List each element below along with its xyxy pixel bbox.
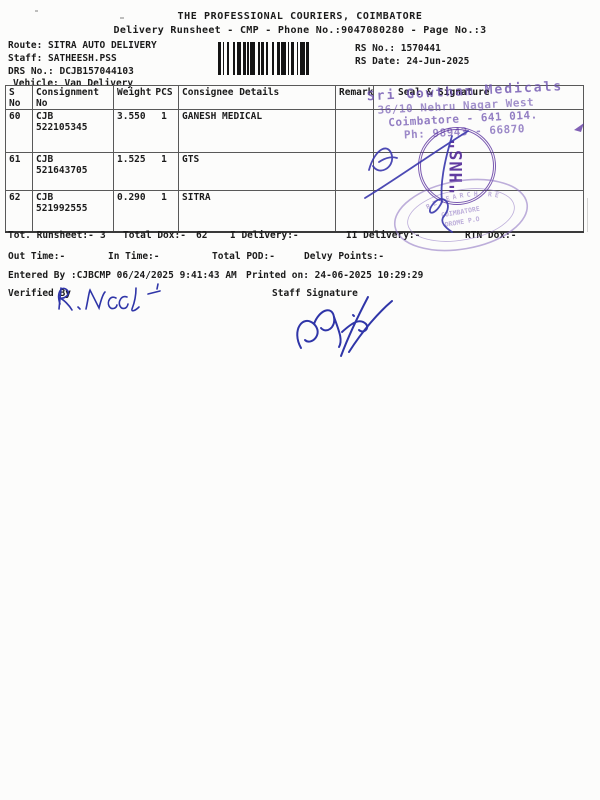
vehicle-line: Vehicle: Van Delivery [13,78,134,89]
cell-weight-pcs: 0.290 1 [113,190,179,233]
col-header-weight: Weight [117,87,152,98]
company-title: THE PROFESSIONAL COURIERS, COIMBATORE [177,11,423,22]
table-row: 62 CJB 521992555 0.290 1 SITRA [5,190,584,233]
ii-delivery-label: II Delivery:- [346,230,421,241]
cell-seal-signature [373,152,584,191]
cell-weight-pcs: 3.550 1 [113,109,179,153]
scan-speck [35,10,38,12]
cell-remarks [335,152,374,191]
entered-by-line: Entered By :CJBCMP 06/24/2025 9:41:43 AM [8,270,237,281]
cell-sno: 61 [5,152,33,191]
cell-sno: 62 [5,190,33,233]
cell-pcs: 1 [161,154,167,165]
col-header-remarks: Remarks [335,85,374,110]
scan-edge-tick [587,198,588,232]
rs-no-line: RS No.: 1570441 [355,43,441,54]
col-header-weight-pcs: Weight PCS [113,85,179,110]
cell-weight: 3.550 [117,111,146,122]
staff-signature-label: Staff Signature [272,288,358,299]
cell-seal-signature [373,190,584,233]
col-header-seal: Seal & Signature [373,85,584,110]
table-row: 61 CJB 521643705 1.525 1 GTS [5,152,584,191]
tot-runsheet-label: Tot. Runsheet:- [8,230,94,241]
cell-consignee: GANESH MEDICAL [178,109,336,153]
in-time-label: In Time:- [108,251,160,262]
table-header-row: S No Consignment No Weight PCS Consignee … [5,85,584,110]
verified-by-label: Verified By [8,288,71,299]
total-dox-label: Total Dox:- [123,230,186,241]
cell-weight: 0.290 [117,192,146,203]
i-delivery-label: I Delivery:- [230,230,299,241]
total-pod-label: Total POD:- [212,251,275,262]
printed-on-line: Printed on: 24-06-2025 10:29:29 [246,270,424,281]
runsheet-barcode [218,42,330,75]
cell-remarks [335,190,374,233]
cell-consignment: CJB 521992555 [32,190,114,233]
col-header-consignment: Consignment No [32,85,114,110]
col-header-pcs: PCS [155,87,173,98]
cell-consignee: GTS [178,152,336,191]
table-row: 60 CJB 522105345 3.550 1 GANESH MEDICAL [5,109,584,153]
cell-seal-signature [373,109,584,153]
cell-remarks [335,109,374,153]
cell-weight: 1.525 [117,154,146,165]
cell-pcs: 1 [161,192,167,203]
route-line: Route: SITRA AUTO DELIVERY [8,40,157,51]
runsheet-subtitle: Delivery Runsheet - CMP - Phone No.:9047… [113,25,487,36]
rs-date-line: RS Date: 24-Jun-2025 [355,56,470,67]
total-dox-value: 62 [196,230,208,241]
staff-line: Staff: SATHEESH.PSS [8,53,117,64]
cell-sno: 60 [5,109,33,153]
out-time-label: Out Time:- [8,251,66,262]
drs-no-line: DRS No.: DCJB157044103 [8,66,134,77]
delvy-points-label: Delvy Points:- [304,251,385,262]
scan-speck [120,17,124,19]
col-header-consignee: Consignee Details [178,85,336,110]
cell-consignee: SITRA [178,190,336,233]
tot-runsheet-value: 3 [100,230,106,241]
cell-weight-pcs: 1.525 1 [113,152,179,191]
consignment-table: S No Consignment No Weight PCS Consignee … [5,85,584,233]
cell-consignment: CJB 521643705 [32,152,114,191]
cell-consignment: CJB 522105345 [32,109,114,153]
cell-pcs: 1 [161,111,167,122]
col-header-sno: S No [5,85,33,110]
rtn-dox-label: RTN Dox:- [465,230,517,241]
